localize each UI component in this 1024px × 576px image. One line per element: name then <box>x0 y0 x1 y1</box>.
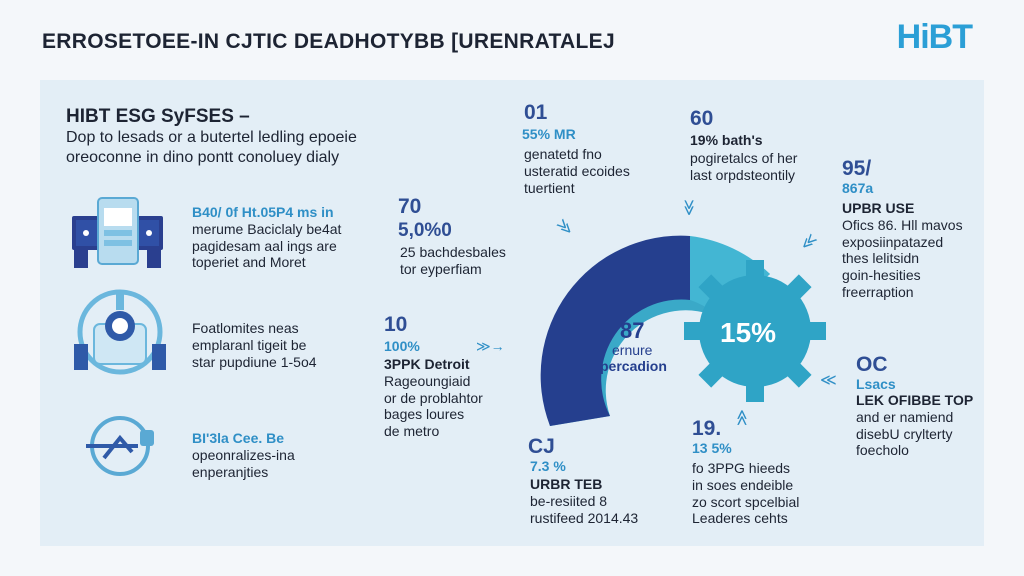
stat-5-line-4: de metro <box>384 423 440 440</box>
left-item-2-line-1: Foatlomites neas <box>192 320 299 336</box>
stat-6-line-1: and er namiend <box>856 408 954 425</box>
intro-line-1: Dop to lesads or a butertel ledling epoe… <box>66 129 357 146</box>
intro-heading: HIBT ESG SyFSES – <box>66 106 250 127</box>
stat-6-head: LEK OFIBBE TOP <box>856 392 974 408</box>
header-bar: ERROSETOEE-IN CJTIC DEADHOTYBB [URENRATA… <box>0 0 1024 80</box>
stat-8-line-4: Leaderes cehts <box>692 510 788 527</box>
stat-6-line-2: disebU crylterty <box>856 425 953 442</box>
stat-2-percent: 19% bath's <box>690 132 763 148</box>
stat-6-line-3: foecholo <box>856 442 909 459</box>
stat-2-number: 60 <box>690 107 714 130</box>
stat-7-number: CJ <box>528 435 555 458</box>
stat-7-line-2: rustifeed 2014.43 <box>530 509 639 526</box>
stat-4-percent: 867a <box>842 180 874 196</box>
left-item-2-line-3: star pupdiune 1-5o4 <box>192 353 317 370</box>
stat-8-number: 19. <box>692 417 722 440</box>
stat-8-percent: 13 5% <box>692 440 732 456</box>
stat-2-line-1: pogiretalcs of her <box>690 150 798 166</box>
stat-8-line-1: fo 3PPG hieeds <box>692 460 791 476</box>
stat-1-line-3: tuertient <box>524 179 575 196</box>
server-rack-icon <box>70 192 165 270</box>
gear-robot-icon <box>64 286 176 378</box>
gear-value: 15% <box>720 317 777 348</box>
stat-5-head: 3PPK Detroit <box>384 356 470 372</box>
center-line-1: ernure <box>612 342 653 358</box>
left-item-3-line-3: enperanjties <box>192 463 269 480</box>
stat-7-head: URBR TEB <box>530 476 603 492</box>
stat-6-percent: Lsacs <box>856 376 896 392</box>
stat-1-line-1: genatetd fno <box>524 146 602 162</box>
stat-6-number: OC <box>856 353 888 376</box>
brand-logo: HiBT <box>896 18 973 56</box>
center-number: 87 <box>620 318 645 343</box>
stat-4-number: 95/ <box>842 157 872 180</box>
stat-3-percent: 5,0%0 <box>398 220 452 241</box>
stat-4-line-3: thes lelitsidn <box>842 250 920 267</box>
stat-4-line-5: freerraption <box>842 283 914 300</box>
left-item-1-line-1: B40/ 0f Ht.05P4 ms in <box>192 204 334 220</box>
stat-4-line-4: goin-hesities <box>842 267 921 284</box>
magnifier-icon <box>80 412 166 484</box>
stat-5-number: 10 <box>384 313 408 336</box>
stat-1-number: 01 <box>524 101 548 124</box>
stat-3-line-1: 25 bachdesbales <box>400 244 506 260</box>
left-item-1-line-4: toperiet and Moret <box>192 254 306 271</box>
stat-5-line-3: bages loures <box>384 406 465 423</box>
stat-3-line-2: tor eyperfiam <box>400 260 482 277</box>
stat-7-percent: 7.3 % <box>530 458 566 474</box>
stat-8-line-2: in soes endeible <box>692 476 794 493</box>
gear-icon <box>680 256 830 406</box>
intro-line-2: oreoconne in dino pontt conoluey dialy <box>66 149 340 166</box>
infographic-panel: HIBT ESG SyFSES – Dop to lesads or a but… <box>40 80 984 546</box>
stat-3-number: 70 <box>398 195 422 218</box>
arrow-down-icon: ≫ <box>679 199 697 216</box>
stat-5-line-2: or de problahtor <box>384 389 483 406</box>
left-item-1-line-3: pagidesam aal ings are <box>192 237 337 254</box>
left-item-1-line-2: merume Baciclaly be4at <box>192 220 342 237</box>
stat-1-percent: 55% MR <box>522 126 576 142</box>
stat-2-line-2: last orpdsteontily <box>690 166 796 183</box>
left-item-2-line-2: emplaranl tigeit be <box>192 336 307 353</box>
stat-7-line-1: be-resiited 8 <box>530 492 608 509</box>
page-title: ERROSETOEE-IN CJTIC DEADHOTYBB [URENRATA… <box>42 30 615 53</box>
stat-4-head: UPBR USE <box>842 200 915 216</box>
stat-5-line-1: Rageoungiaid <box>384 372 471 389</box>
stat-5-percent: 100% <box>384 338 420 354</box>
stat-1-line-2: usteratid ecoides <box>524 162 630 179</box>
stat-8-line-3: zo scort spcelbial <box>692 493 800 510</box>
left-item-3-line-2: opeonralizes-ina <box>192 446 295 463</box>
left-item-3-line-1: BI'3la Cee. Be <box>192 430 285 446</box>
stat-4-line-2: exposiinpatazed <box>842 233 944 250</box>
stat-4-line-1: Ofics 86. Hll mavos <box>842 216 963 233</box>
arrow-right-icon: ≫→ <box>476 338 505 354</box>
center-line-2: percadion <box>600 358 667 374</box>
